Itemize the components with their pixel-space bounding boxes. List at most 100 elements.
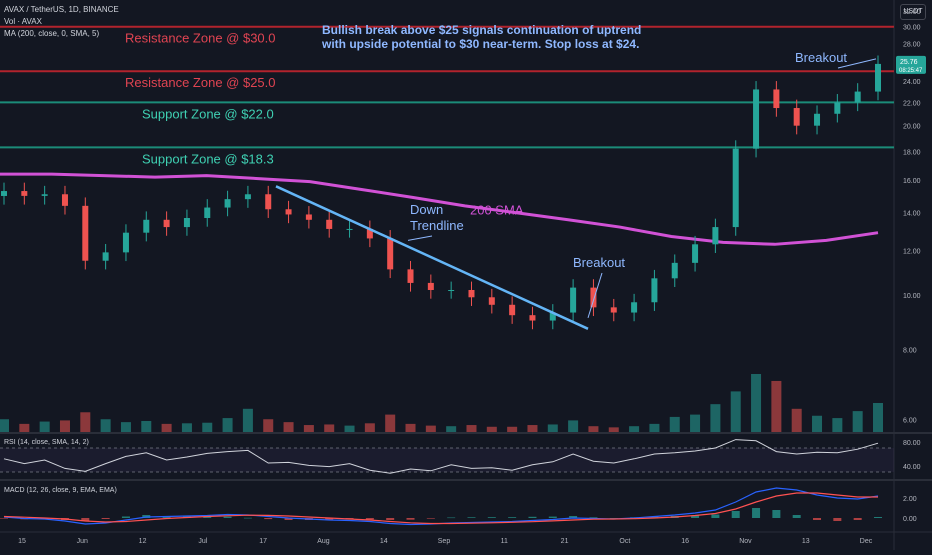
candle-body <box>773 89 780 109</box>
volume-bar <box>141 420 152 432</box>
zone-label-res25: Resistance Zone @ $25.0 <box>125 75 276 90</box>
candle-body <box>631 302 638 313</box>
volume-bar <box>812 415 823 432</box>
macd-histogram-bar <box>223 516 232 518</box>
x-tick-label: 14 <box>380 538 388 545</box>
volume-bar <box>80 412 91 432</box>
y-tick-label: 12.00 <box>903 248 921 255</box>
x-tick-label: Sep <box>438 538 451 545</box>
candle-body <box>1 191 7 196</box>
last-price-value: 25.76 <box>900 59 918 66</box>
candle-body <box>875 63 881 92</box>
volume-bar <box>507 426 518 432</box>
volume-bar <box>59 420 70 432</box>
y-tick-label: 28.00 <box>903 42 921 49</box>
macd-histogram-bar <box>792 515 801 518</box>
breakout-arrow-mid <box>587 272 603 318</box>
candle-body <box>224 199 231 208</box>
macd-legend: MACD (12, 26, close, 9, EMA, EMA) <box>4 487 117 494</box>
x-tick-label: 16 <box>681 538 689 545</box>
x-tick-label: 11 <box>501 538 508 545</box>
macd-histogram-bar <box>508 517 517 518</box>
currency-button[interactable]: USDT <box>900 4 926 20</box>
y-tick-label: 18.00 <box>903 149 921 156</box>
candle-body <box>549 312 556 321</box>
candle-body <box>590 287 597 308</box>
volume-bar <box>364 423 375 432</box>
candle-body <box>305 214 312 220</box>
x-tick-label: Jul <box>198 538 207 545</box>
candle-body <box>21 191 28 196</box>
macd-histogram-bar <box>569 516 578 518</box>
y-tick-label: 24.00 <box>903 79 921 86</box>
sma-label: 200 SMA <box>470 202 524 217</box>
macd-histogram-bar <box>650 516 659 518</box>
zone-label-sup22: Support Zone @ $22.0 <box>142 106 274 121</box>
macd-histogram-bar <box>406 518 415 520</box>
candle-body <box>834 102 841 114</box>
volume-bar <box>527 425 538 432</box>
rsi-line <box>3 439 879 474</box>
candle-body <box>82 205 89 261</box>
macd-histogram-bar <box>731 511 740 518</box>
candle-body <box>407 269 414 283</box>
x-tick-label: 13 <box>802 538 810 545</box>
macd-histogram-bar <box>447 517 456 519</box>
y-tick-label: 14.00 <box>903 211 921 218</box>
candle-body <box>814 113 821 126</box>
candle-body <box>427 282 434 290</box>
volume-bar <box>222 418 233 432</box>
candle-body <box>346 228 353 230</box>
zone-label-res30: Resistance Zone @ $30.0 <box>125 31 276 46</box>
x-tick-label: Dec <box>860 538 873 545</box>
y-tick-label: 20.00 <box>903 124 921 131</box>
volume-bar <box>832 418 843 432</box>
candle-body <box>651 278 658 303</box>
candle-body <box>570 287 577 313</box>
symbol-title: AVAX / TetherUS, 1D, BINANCE <box>4 5 119 14</box>
volume-bar <box>120 422 131 432</box>
macd-histogram-bar <box>325 518 334 520</box>
volume-bar <box>466 425 477 432</box>
rsi-tick-label: 80.00 <box>903 440 921 447</box>
candle-body <box>753 89 760 149</box>
y-tick-label: 6.00 <box>903 417 917 424</box>
down-trendline <box>275 185 589 330</box>
y-tick-label: 32.00 <box>903 9 921 16</box>
volume-bar <box>405 423 416 432</box>
candle-body <box>244 194 251 200</box>
rsi-tick-label: 40.00 <box>903 464 921 471</box>
candle-body <box>712 227 719 245</box>
candle-body <box>61 194 68 206</box>
x-tick-label: Jun <box>77 538 88 545</box>
down-arrow <box>407 235 433 241</box>
x-tick-label: 12 <box>139 538 147 545</box>
macd-histogram-bar <box>426 518 435 519</box>
volume-bar <box>202 422 213 432</box>
candle-body <box>610 307 617 313</box>
volume-bar <box>385 414 396 432</box>
volume-bar <box>344 425 355 432</box>
volume-bar <box>283 422 294 432</box>
macd-tick-label: 0.00 <box>903 516 917 523</box>
volume-bar <box>608 427 619 432</box>
volume-bar <box>791 408 802 432</box>
x-tick-label: Oct <box>619 538 630 545</box>
breakout-label-top: Breakout <box>795 50 847 65</box>
x-tick-label: 21 <box>561 538 569 545</box>
volume-bar <box>161 423 172 432</box>
macd-histogram-bar <box>101 518 110 519</box>
volume-bar <box>181 423 192 432</box>
volume-bar <box>669 416 680 432</box>
candle-body <box>509 304 516 316</box>
macd-histogram-bar <box>528 516 537 518</box>
volume-bar <box>771 380 782 432</box>
macd-histogram-bar <box>853 518 862 520</box>
last-price-tag <box>896 55 926 74</box>
volume-bar <box>873 403 883 432</box>
candle-body <box>163 219 170 228</box>
macd-histogram-bar <box>609 518 618 519</box>
candle-body <box>366 228 373 239</box>
rsi-band <box>0 448 894 472</box>
x-tick-label: 17 <box>259 538 267 545</box>
